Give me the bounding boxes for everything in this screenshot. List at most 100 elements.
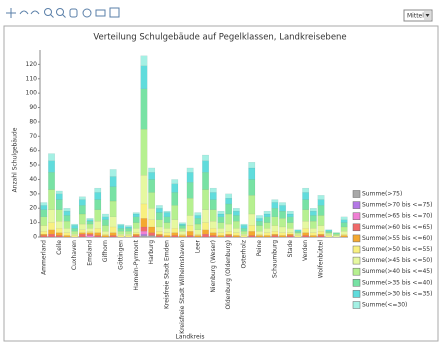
plot: 0 10 20 30 40 50 60 70 80 90 100 110 120 Ammerland Cel…: [26, 50, 432, 334]
bar-segment: [209, 232, 217, 236]
bar-segment: [48, 172, 55, 190]
y-tick-label: 90: [29, 104, 37, 111]
tool-hand[interactable]: [69, 8, 78, 18]
bar-segment: [263, 228, 271, 233]
bar-segment: [302, 192, 310, 200]
bar-segment: [78, 233, 86, 238]
tool-redo[interactable]: [30, 10, 40, 15]
bar-segment: [232, 228, 240, 233]
bar-segment: [279, 210, 286, 219]
bar-segment: [248, 235, 256, 238]
dropdown-box[interactable]: [403, 9, 433, 22]
bar-segment: [186, 225, 194, 232]
bar-segment: [140, 88, 148, 130]
bar-segment: [302, 199, 310, 210]
legend-label: Summe(>70 bis <=75): [362, 202, 432, 209]
bar-segment: [256, 231, 263, 235]
bar-segment: [140, 128, 148, 176]
bar-segment: [340, 233, 348, 236]
bar-segment: [102, 219, 109, 226]
legend-label: Summe(>65 bis <=70): [362, 213, 432, 220]
bar-segment: [55, 209, 63, 222]
bar-segment: [209, 221, 217, 229]
bar-segment: [286, 222, 294, 229]
bar-segment: [340, 216, 348, 220]
x-tick-label: Göttingen: [117, 240, 124, 270]
bar-segment: [94, 187, 102, 193]
y-tick-label: 50: [29, 162, 37, 169]
bar-segment: [217, 210, 225, 215]
bar-segment: [102, 213, 109, 218]
tool-save[interactable]: [109, 7, 120, 18]
bar-segment: [179, 223, 186, 226]
x-tick-label: Kreisfreie Stadt Wilhelmshaven: [179, 240, 186, 334]
bar-segment: [271, 199, 279, 203]
tool-undo[interactable]: [19, 10, 29, 15]
bar-segment: [186, 172, 194, 183]
bar-segment: [78, 213, 86, 225]
bar-segment: [132, 213, 140, 218]
bar-segment: [48, 160, 55, 173]
tool-zoom-out[interactable]: [56, 8, 66, 18]
legend-swatch: [352, 223, 361, 232]
bar-segment: [256, 215, 263, 219]
bar-segment: [55, 232, 63, 236]
bar-segment: [232, 221, 240, 229]
bar-segment: [225, 193, 233, 199]
bar-segment: [317, 199, 325, 206]
bar-segment: [263, 210, 271, 215]
bar-segment: [225, 198, 233, 205]
bar-segment: [102, 216, 109, 220]
bar-segment: [194, 215, 202, 219]
y-tick-label: 100: [26, 90, 38, 97]
bar-segment: [294, 231, 302, 233]
bar-segment: [94, 192, 102, 200]
bar-segment: [209, 192, 217, 200]
bar-segment: [63, 221, 71, 229]
bar-segment: [148, 172, 156, 180]
bar-segment: [63, 228, 71, 233]
bar-segment: [325, 232, 333, 235]
bar-segment: [309, 208, 317, 212]
bar-segment: [263, 213, 271, 218]
bar-segment: [225, 213, 233, 225]
bar-segment: [155, 219, 163, 228]
dropdown[interactable]: Mittel: [403, 9, 433, 22]
bar-segment: [209, 235, 217, 238]
tool-print[interactable]: [95, 9, 106, 17]
bar-segment: [48, 233, 55, 238]
tool-pan[interactable]: [6, 8, 16, 18]
bar-segment: [309, 210, 317, 216]
legend-swatch: [352, 267, 361, 276]
bar-segment: [109, 186, 117, 202]
bar-segment: [125, 235, 132, 238]
bar-segment: [117, 233, 125, 236]
bar-segment: [225, 203, 233, 215]
bar-segment: [340, 222, 348, 228]
bar-segment: [179, 222, 186, 225]
chart-title: Verteilung Schulgebäude auf Pegelklassen…: [93, 33, 346, 43]
bar-segment: [333, 232, 340, 235]
bar-segment: [294, 232, 302, 235]
bar-segment: [94, 221, 102, 229]
bar-segment: [179, 228, 186, 232]
y-tick-label: 120: [26, 61, 38, 68]
bar-segment: [94, 209, 102, 222]
bar-segment: [217, 235, 225, 238]
bar-segment: [186, 231, 194, 236]
bar-segment: [202, 160, 209, 173]
tool-zoom-in[interactable]: [44, 8, 54, 18]
x-tick-label: Osterholz: [241, 240, 248, 269]
bar-segment: [209, 228, 217, 233]
bar-segment: [202, 154, 209, 161]
bar-segment: [294, 229, 302, 232]
bar-segment: [309, 235, 317, 238]
tool-refresh[interactable]: [82, 8, 92, 18]
bar-segment: [209, 187, 217, 193]
bar-segment: [194, 235, 202, 238]
bar-segment: [86, 232, 94, 235]
bar-segment: [217, 222, 225, 229]
y-tick-label: 40: [29, 176, 37, 183]
bar-segment: [186, 182, 194, 199]
bar-segment: [286, 210, 294, 215]
